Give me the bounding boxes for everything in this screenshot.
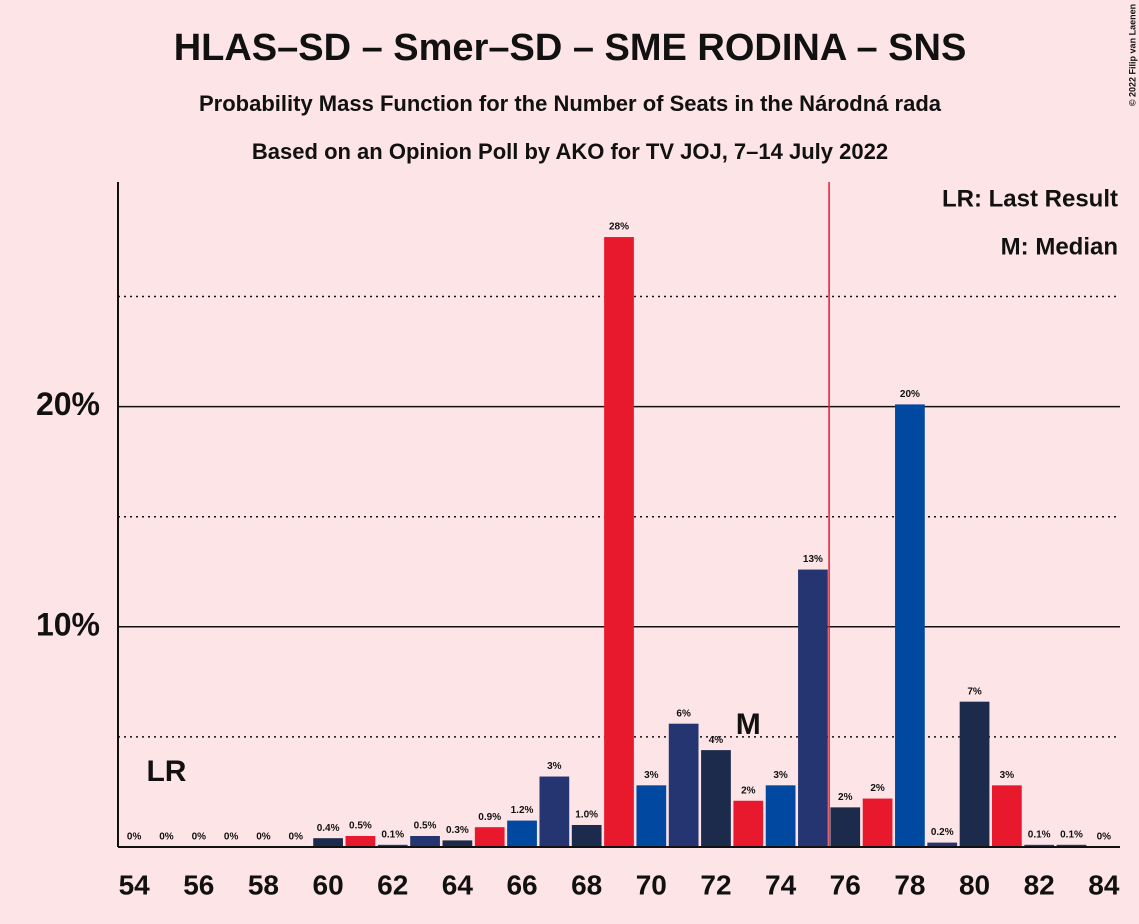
value-label: 3% bbox=[773, 770, 788, 781]
bar bbox=[507, 820, 537, 847]
value-label: 6% bbox=[676, 708, 691, 719]
bar bbox=[571, 824, 602, 847]
value-label: 0% bbox=[159, 832, 174, 843]
bar bbox=[798, 569, 828, 847]
value-label: 3% bbox=[644, 770, 659, 781]
value-label: 2% bbox=[870, 783, 885, 794]
legend-entry: M: Median bbox=[1001, 233, 1118, 260]
value-label: 1.0% bbox=[575, 810, 598, 821]
y-tick-label: 20% bbox=[36, 386, 100, 422]
bar bbox=[895, 404, 925, 847]
value-label: 4% bbox=[709, 735, 724, 746]
x-tick-label: 64 bbox=[442, 869, 474, 900]
value-label: 0.1% bbox=[1028, 829, 1051, 840]
copyright: © 2022 Filip van Laenen bbox=[1127, 4, 1137, 106]
bar bbox=[636, 785, 667, 847]
x-tick-label: 82 bbox=[1024, 869, 1055, 900]
x-tick-label: 72 bbox=[700, 869, 731, 900]
value-label: 0% bbox=[192, 832, 207, 843]
median-marker: M bbox=[736, 708, 761, 741]
bar bbox=[1056, 844, 1087, 847]
legend-entry: LR: Last Result bbox=[942, 185, 1118, 212]
value-label: 0.9% bbox=[478, 812, 501, 823]
x-tick-label: 84 bbox=[1088, 869, 1120, 900]
bar bbox=[959, 701, 990, 847]
value-label: 0% bbox=[256, 832, 271, 843]
value-label: 28% bbox=[609, 222, 629, 233]
x-tick-label: 56 bbox=[183, 869, 214, 900]
bar bbox=[539, 776, 570, 847]
bar bbox=[474, 827, 505, 847]
bar bbox=[410, 835, 440, 847]
value-label: 0% bbox=[1097, 832, 1112, 843]
x-tick-label: 78 bbox=[894, 869, 925, 900]
value-label: 3% bbox=[547, 761, 562, 772]
bar bbox=[733, 800, 764, 847]
y-tick-label: 10% bbox=[36, 606, 100, 642]
bar bbox=[830, 807, 861, 847]
last-result-marker: LR bbox=[146, 755, 186, 788]
x-tick-label: 80 bbox=[959, 869, 990, 900]
x-tick-label: 68 bbox=[571, 869, 602, 900]
value-label: 13% bbox=[803, 554, 823, 565]
x-tick-label: 74 bbox=[765, 869, 797, 900]
x-tick-label: 66 bbox=[506, 869, 537, 900]
bar bbox=[1024, 844, 1055, 847]
x-tick-label: 70 bbox=[636, 869, 667, 900]
chart-subtitle: Probability Mass Function for the Number… bbox=[199, 91, 942, 116]
value-label: 0.5% bbox=[414, 821, 437, 832]
bar bbox=[668, 723, 699, 847]
value-label: 7% bbox=[967, 686, 982, 697]
value-label: 0.1% bbox=[1060, 829, 1083, 840]
bar bbox=[862, 798, 893, 847]
x-tick-label: 54 bbox=[119, 869, 151, 900]
bar bbox=[345, 835, 376, 847]
value-label: 0% bbox=[224, 832, 239, 843]
bar bbox=[992, 785, 1022, 847]
x-tick-label: 62 bbox=[377, 869, 408, 900]
value-label: 2% bbox=[838, 792, 853, 803]
x-tick-label: 76 bbox=[830, 869, 861, 900]
value-label: 0% bbox=[127, 832, 142, 843]
value-label: 0.2% bbox=[931, 827, 954, 838]
value-label: 3% bbox=[1000, 770, 1015, 781]
value-label: 0.3% bbox=[446, 825, 469, 836]
value-label: 0.1% bbox=[381, 829, 404, 840]
value-label: 20% bbox=[900, 389, 920, 400]
value-label: 0.5% bbox=[349, 821, 372, 832]
value-label: 0% bbox=[289, 832, 304, 843]
bar bbox=[313, 838, 343, 847]
chart-title: HLAS–SD – Smer–SD – SME RODINA – SNS bbox=[174, 27, 967, 69]
bar bbox=[604, 237, 634, 847]
bar bbox=[927, 842, 958, 847]
x-tick-label: 58 bbox=[248, 869, 279, 900]
x-tick-label: 60 bbox=[313, 869, 344, 900]
bar bbox=[377, 844, 408, 847]
value-label: 2% bbox=[741, 785, 756, 796]
chart-subtitle: Based on an Opinion Poll by AKO for TV J… bbox=[252, 139, 888, 164]
value-label: 0.4% bbox=[317, 823, 340, 834]
bar bbox=[765, 785, 796, 847]
bar bbox=[701, 750, 731, 847]
value-label: 1.2% bbox=[511, 805, 534, 816]
bar bbox=[442, 840, 473, 847]
